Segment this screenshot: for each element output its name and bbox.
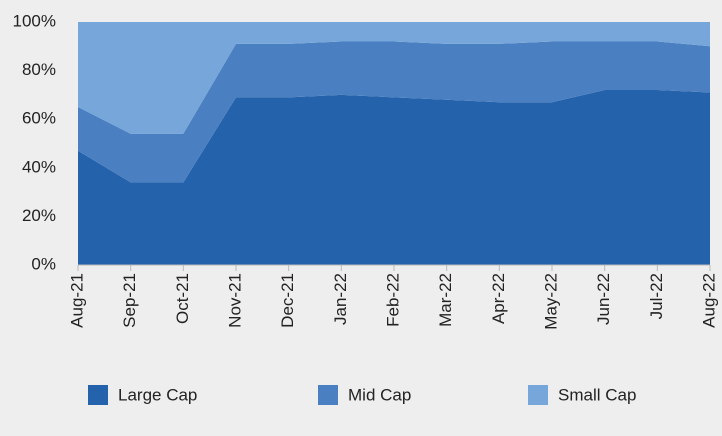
x-tick-label: Aug-21 <box>67 273 86 328</box>
x-tick-label: Nov-21 <box>225 273 244 328</box>
y-tick-label: 100% <box>13 11 56 30</box>
x-tick-label: Jun-22 <box>594 273 613 325</box>
y-tick-label: 0% <box>31 254 56 273</box>
x-tick-label: Mar-22 <box>436 273 455 327</box>
x-tick-label: Dec-21 <box>278 273 297 328</box>
area <box>78 90 710 265</box>
y-tick-label: 80% <box>22 60 56 79</box>
area <box>78 41 710 183</box>
x-tick-label: Sep-21 <box>120 273 139 328</box>
x-tick-label: Feb-22 <box>383 273 402 327</box>
x-tick-label: May-22 <box>541 273 560 330</box>
legend-label: Large Cap <box>118 385 197 404</box>
y-tick-label: 40% <box>22 157 56 176</box>
legend-label: Small Cap <box>558 385 636 404</box>
x-tick-label: Jan-22 <box>331 273 350 325</box>
x-tick-label: Jul-22 <box>647 273 666 319</box>
legend-swatch <box>318 385 338 405</box>
x-tick-label: Apr-22 <box>489 273 508 324</box>
x-tick-label: Aug-22 <box>699 273 718 328</box>
area <box>78 22 710 134</box>
legend-swatch <box>88 385 108 405</box>
legend-label: Mid Cap <box>348 385 411 404</box>
x-tick-label: Oct-21 <box>173 273 192 324</box>
legend-swatch <box>528 385 548 405</box>
y-tick-label: 20% <box>22 206 56 225</box>
y-tick-label: 60% <box>22 109 56 128</box>
